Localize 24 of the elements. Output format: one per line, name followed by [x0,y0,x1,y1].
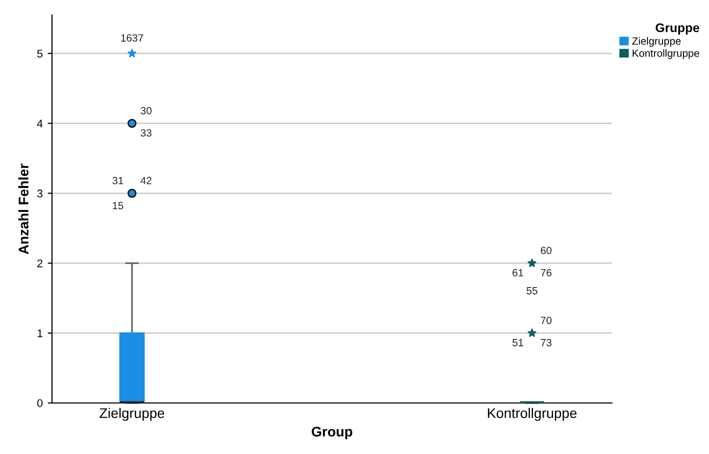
legend-title: Gruppe [656,23,700,35]
y-tick-label: 1 [38,329,42,338]
y-tick-label: 0 [37,399,43,408]
annotation: 51 [512,339,524,346]
x-axis-title: Group [312,426,352,440]
annotation: 61 [512,269,524,276]
annotation: 60 [540,246,552,254]
annotation: 70 [540,316,552,324]
annotation: 15 [112,202,124,210]
y-tick-label: 5 [37,50,43,58]
legend-label: Kontrollgruppe [632,49,700,59]
y-tick-label: 2 [37,259,42,268]
annotation: 73 [540,338,552,346]
annotation: 33 [140,129,152,137]
annotation: 55 [526,287,538,294]
annotation: 30 [140,106,152,114]
legend-label: Zielgruppe [632,37,681,47]
y-axis-title: Anzahl Fehler [18,164,28,254]
annotation: 1637 [121,34,144,42]
annotation: 31 [112,176,124,184]
y-tick-label: 4 [37,120,43,128]
annotation: 76 [540,269,552,276]
y-tick-label: 3 [37,190,42,198]
annotation: 42 [140,176,152,184]
